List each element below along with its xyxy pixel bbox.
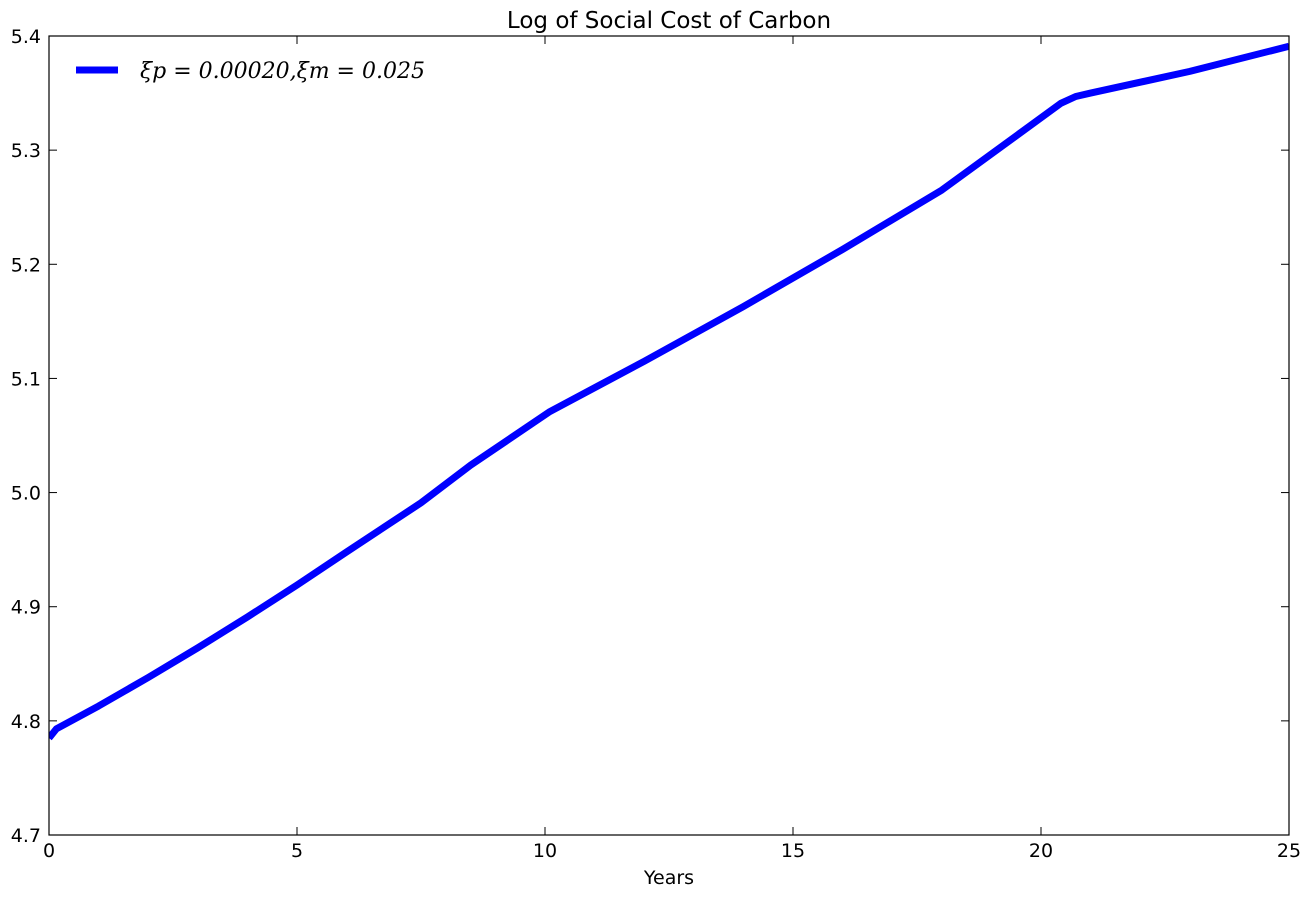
ticks-layer: 0 5 10 15 20 25 4.7 4.8 4.9 5.0 5.1 5.2 5.3 5.4 [11, 26, 1301, 862]
y-tick-label: 5.1 [11, 368, 41, 390]
x-tick-label: 25 [1277, 840, 1301, 862]
x-tick-label: 20 [1029, 840, 1053, 862]
y-tick-label: 5.3 [11, 140, 41, 162]
y-tick-label: 4.7 [11, 825, 41, 847]
y-tick-label: 4.9 [11, 597, 41, 619]
y-tick-label: 5.2 [11, 254, 41, 276]
y-tick-label: 5.4 [11, 26, 41, 48]
y-tick-label: 4.8 [11, 711, 41, 733]
legend-entry-label: ξp = 0.00020,ξm = 0.025 [140, 59, 425, 84]
legend: ξp = 0.00020,ξm = 0.025 [76, 59, 425, 84]
plot-frame [48, 35, 1290, 836]
x-tick-label: 5 [291, 840, 303, 862]
x-tick-label: 10 [533, 840, 557, 862]
series-layer [49, 42, 1289, 741]
x-tick-label: 15 [781, 840, 805, 862]
chart-title: Log of Social Cost of Carbon [507, 8, 831, 34]
x-tick-label: 0 [43, 840, 55, 862]
y-tick-label: 5.0 [11, 483, 41, 505]
series-line-0 [49, 42, 1289, 741]
x-axis-label: Years [643, 867, 694, 889]
